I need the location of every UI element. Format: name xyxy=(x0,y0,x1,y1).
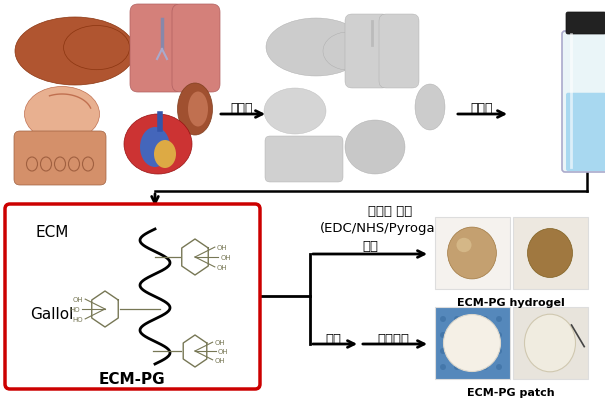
Text: ECM-PG patch: ECM-PG patch xyxy=(467,387,555,397)
FancyBboxPatch shape xyxy=(513,307,588,379)
Circle shape xyxy=(454,316,460,322)
Ellipse shape xyxy=(525,314,575,372)
Text: OH: OH xyxy=(215,357,225,363)
Text: Gallol: Gallol xyxy=(30,307,73,322)
Circle shape xyxy=(496,332,502,338)
FancyBboxPatch shape xyxy=(562,32,605,172)
Text: OH: OH xyxy=(73,296,83,302)
Circle shape xyxy=(440,364,446,370)
Circle shape xyxy=(482,348,488,354)
FancyBboxPatch shape xyxy=(14,132,106,186)
Text: 동결건조: 동결건조 xyxy=(377,332,409,345)
Text: HO: HO xyxy=(69,306,80,312)
Ellipse shape xyxy=(154,141,176,168)
Ellipse shape xyxy=(140,128,170,168)
Text: HO: HO xyxy=(73,316,83,322)
Ellipse shape xyxy=(323,33,373,71)
Circle shape xyxy=(440,332,446,338)
Circle shape xyxy=(496,364,502,370)
Circle shape xyxy=(496,316,502,322)
FancyBboxPatch shape xyxy=(566,93,605,172)
Text: 산화: 산화 xyxy=(362,239,378,252)
Ellipse shape xyxy=(15,18,135,86)
Ellipse shape xyxy=(188,92,208,127)
Text: 용액화: 용액화 xyxy=(471,102,493,115)
Ellipse shape xyxy=(528,229,572,278)
Ellipse shape xyxy=(264,89,326,135)
Text: 몰딩: 몰딩 xyxy=(325,332,341,345)
Circle shape xyxy=(482,332,488,338)
Text: 갈롤기 수식
(EDC/NHS/Pyrogallol): 갈롤기 수식 (EDC/NHS/Pyrogallol) xyxy=(320,205,460,235)
Circle shape xyxy=(440,348,446,354)
FancyBboxPatch shape xyxy=(345,15,389,89)
Text: 탈세포: 탈세포 xyxy=(231,102,253,115)
FancyBboxPatch shape xyxy=(5,205,260,389)
Ellipse shape xyxy=(64,26,129,71)
Text: ECM-PG: ECM-PG xyxy=(99,371,165,386)
Text: ECM: ECM xyxy=(35,225,68,239)
Ellipse shape xyxy=(415,85,445,131)
Ellipse shape xyxy=(266,19,366,77)
Circle shape xyxy=(468,348,474,354)
Ellipse shape xyxy=(457,238,471,253)
Ellipse shape xyxy=(24,87,99,142)
Circle shape xyxy=(468,332,474,338)
Ellipse shape xyxy=(124,115,192,174)
Ellipse shape xyxy=(448,227,496,279)
Text: OH: OH xyxy=(218,348,229,354)
FancyBboxPatch shape xyxy=(265,137,343,182)
Circle shape xyxy=(443,315,500,372)
Circle shape xyxy=(482,316,488,322)
Text: OH: OH xyxy=(217,245,227,251)
Text: ECM-PG hydrogel: ECM-PG hydrogel xyxy=(457,297,565,307)
Text: OH: OH xyxy=(217,264,227,270)
FancyBboxPatch shape xyxy=(435,307,510,379)
Circle shape xyxy=(496,348,502,354)
FancyBboxPatch shape xyxy=(566,13,605,35)
Ellipse shape xyxy=(345,121,405,174)
FancyBboxPatch shape xyxy=(130,5,184,93)
Circle shape xyxy=(454,332,460,338)
Circle shape xyxy=(468,364,474,370)
FancyBboxPatch shape xyxy=(435,217,510,289)
Text: OH: OH xyxy=(220,254,231,260)
FancyBboxPatch shape xyxy=(172,5,220,93)
Circle shape xyxy=(468,316,474,322)
FancyBboxPatch shape xyxy=(513,217,588,289)
Ellipse shape xyxy=(177,84,212,136)
Text: OH: OH xyxy=(215,339,225,345)
Circle shape xyxy=(454,348,460,354)
Circle shape xyxy=(482,364,488,370)
FancyBboxPatch shape xyxy=(379,15,419,89)
Circle shape xyxy=(440,316,446,322)
Circle shape xyxy=(454,364,460,370)
